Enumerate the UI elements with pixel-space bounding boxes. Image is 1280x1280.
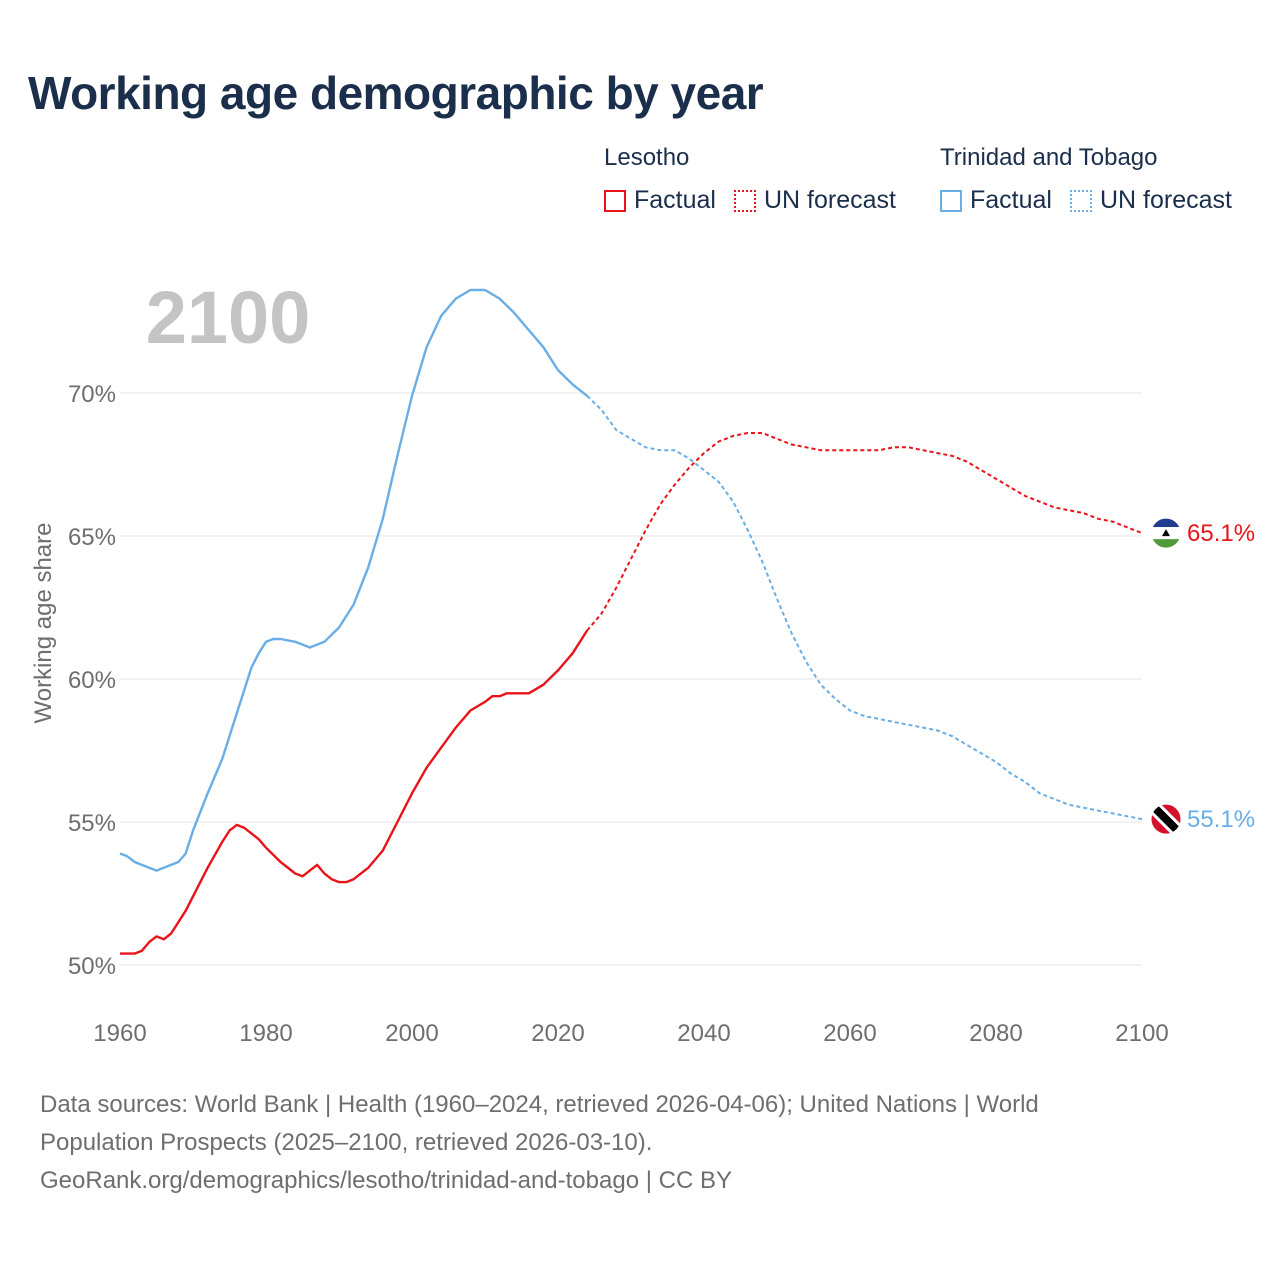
- y-tick-label: 65%: [68, 524, 116, 551]
- legend-lesotho-title: Lesotho: [604, 144, 690, 171]
- footer-line-2: Population Prospects (2025–2100, retriev…: [40, 1129, 653, 1156]
- x-tick-label: 2080: [969, 1020, 1022, 1047]
- y-tick-label: 60%: [68, 667, 116, 694]
- y-tick-label: 70%: [68, 381, 116, 408]
- x-tick-label: 2000: [385, 1020, 438, 1047]
- legend-lesotho: Lesotho Factual UN forecast: [604, 144, 896, 215]
- footer-line-1: Data sources: World Bank | Health (1960–…: [40, 1091, 1039, 1118]
- y-tick-label: 55%: [68, 810, 116, 837]
- x-tick-label: 1960: [93, 1020, 146, 1047]
- legend-swatch-dotted: [1069, 189, 1092, 212]
- end-value-label: 55.1%: [1187, 806, 1255, 833]
- end-value-label: 65.1%: [1187, 520, 1255, 547]
- legend-trinidad-and-tobago: Trinidad and Tobago Factual UN forecast: [940, 144, 1232, 215]
- legend-tt-title: Trinidad and Tobago: [940, 144, 1158, 171]
- legend-lesotho-forecast-label: UN forecast: [763, 186, 896, 214]
- legend-tt-factual-label: Factual: [970, 186, 1052, 214]
- legend-tt-factual[interactable]: Factual: [940, 186, 1052, 215]
- footer-line-3[interactable]: GeoRank.org/demographics/lesotho/trinida…: [40, 1167, 732, 1194]
- legend-lesotho-forecast[interactable]: UN forecast: [733, 186, 896, 215]
- x-tick-label: 2040: [677, 1020, 730, 1047]
- x-tick-label: 2060: [823, 1020, 876, 1047]
- series-line-trinidad-and-tobago-factual: [119, 288, 588, 872]
- legend-swatch-dotted: [733, 189, 756, 212]
- x-tick-label: 2100: [1115, 1020, 1168, 1047]
- legend-tt-forecast-label: UN forecast: [1099, 186, 1232, 214]
- x-tick-label: 2020: [531, 1020, 584, 1047]
- legend-tt-forecast[interactable]: UN forecast: [1069, 186, 1232, 215]
- chart-title: Working age demographic by year: [28, 67, 764, 119]
- series-line-lesotho-forecast: [586, 432, 1143, 632]
- year-overlay: 2100: [146, 276, 311, 359]
- footer-sources: Data sources: World Bank | Health (1960–…: [40, 1086, 1240, 1200]
- series-line-lesotho-factual: [120, 629, 589, 955]
- line-chart: 50% 55% 60% 65% 70% 1960 1980 2000 2020 2040 2060…: [30, 276, 1255, 1047]
- series-line-trinidad-and-tobago-forecast: [586, 395, 1143, 821]
- legend-lesotho-factual-label: Factual: [634, 186, 716, 214]
- lesotho-flag-icon: [1150, 517, 1182, 549]
- x-tick-label: 1980: [239, 1020, 292, 1047]
- y-tick-label: 50%: [68, 953, 116, 980]
- trinidad-and-tobago-flag-icon: [1150, 803, 1182, 835]
- legend-swatch-solid: [604, 189, 626, 212]
- legend-lesotho-factual[interactable]: Factual: [604, 186, 716, 215]
- legend-swatch-solid: [940, 189, 962, 212]
- y-axis-label: Working age share: [30, 523, 57, 724]
